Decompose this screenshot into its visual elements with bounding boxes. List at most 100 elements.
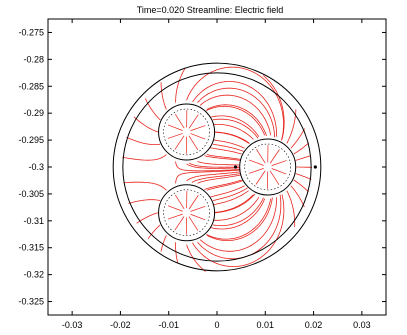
field-line xyxy=(206,197,273,241)
field-line xyxy=(186,171,241,182)
y-tick-label: -0.275 xyxy=(18,27,44,37)
field-line xyxy=(290,185,305,208)
field-line xyxy=(213,139,245,149)
boundaries xyxy=(112,62,322,272)
conductor-inner-line xyxy=(167,213,183,220)
x-axis: -0.03 -0.02 -0.01 0 0.01 0.02 0.03 xyxy=(62,19,371,330)
field-line xyxy=(212,118,259,139)
conductor-inner-dashed-circle xyxy=(163,189,210,237)
conductor-inner-line xyxy=(167,133,183,139)
conductor-inner-line xyxy=(188,216,199,231)
field-line xyxy=(213,131,249,144)
field-line xyxy=(206,180,244,191)
field-line xyxy=(192,194,285,267)
field-line xyxy=(197,161,240,166)
field-line xyxy=(191,173,240,183)
field-line xyxy=(209,147,242,155)
field-line xyxy=(290,128,305,149)
chart-title: Time=0.020 Streamline: Electric field xyxy=(137,5,283,15)
field-line xyxy=(197,194,282,260)
field-line xyxy=(128,199,161,204)
y-tick-label: -0.32 xyxy=(23,270,44,280)
field-line xyxy=(199,94,272,136)
field-line xyxy=(295,155,311,161)
conductor-inner-line xyxy=(174,194,185,210)
field-line xyxy=(175,161,240,172)
x-tick-label: 0.01 xyxy=(257,320,275,330)
conductor-inner-line xyxy=(248,168,264,174)
sheath-boundary-circle xyxy=(122,72,312,262)
y-tick-label: -0.325 xyxy=(18,297,44,307)
conductor-inner-line xyxy=(271,168,287,175)
field-line xyxy=(211,115,260,137)
field-line xyxy=(262,75,285,140)
field-line xyxy=(122,154,167,161)
y-tick-label: -0.315 xyxy=(18,243,44,253)
field-line xyxy=(197,174,242,184)
field-line xyxy=(206,104,267,137)
field-line xyxy=(293,142,310,155)
conductor-inner-line xyxy=(190,133,206,140)
field-line xyxy=(210,185,245,198)
y-tick-label: -0.28 xyxy=(23,54,44,64)
conductor-inner-line xyxy=(188,114,199,129)
conductor-inner-line xyxy=(269,149,280,164)
field-line xyxy=(212,187,248,201)
conductor-inner-line xyxy=(190,205,206,212)
conductor-inner-line xyxy=(256,148,266,164)
field-line xyxy=(133,116,159,133)
outer-boundary-circle xyxy=(112,62,322,272)
y-axis: -0.275 -0.28 -0.285 -0.29 -0.295 -0.3 -0.305 -0… xyxy=(18,27,386,307)
conductor-inner-line xyxy=(188,135,199,151)
field-line xyxy=(160,82,167,110)
conductor-inner-dashed-circle xyxy=(244,143,291,191)
y-tick-label: -0.285 xyxy=(18,81,44,91)
field-line xyxy=(295,173,312,180)
field-line xyxy=(213,124,254,140)
conductor-inner-line xyxy=(271,160,287,166)
field-line xyxy=(192,81,277,137)
field-line xyxy=(206,105,266,136)
conductor-inner-dashed-circle xyxy=(163,108,210,156)
x-tick-label: -0.03 xyxy=(62,320,83,330)
conductor-inner-line xyxy=(249,159,264,166)
conductor-inner-line xyxy=(190,125,206,131)
field-line xyxy=(215,193,256,214)
conductor-boundary-circle xyxy=(239,138,297,196)
field-line xyxy=(204,155,240,161)
field-lines xyxy=(122,66,312,272)
field-line xyxy=(186,66,284,141)
conductor-inner-line xyxy=(269,170,280,186)
conductor-inner-line xyxy=(255,170,266,185)
conductor-inner-line xyxy=(188,195,199,210)
conductor-inner-line xyxy=(174,135,185,150)
field-line xyxy=(160,235,167,252)
field-line xyxy=(210,198,266,230)
field-line xyxy=(175,242,179,264)
conductor-inner-line xyxy=(167,205,183,212)
field-line xyxy=(213,194,254,213)
field-line xyxy=(186,244,206,272)
field-line xyxy=(213,197,260,221)
field-line xyxy=(175,67,186,103)
y-tick-label: -0.295 xyxy=(18,135,44,145)
x-tick-label: -0.02 xyxy=(110,320,131,330)
conductor-inner-line xyxy=(174,113,185,129)
y-tick-label: -0.29 xyxy=(23,108,44,118)
conductor-boundary-circle xyxy=(158,103,216,161)
x-tick-label: 0 xyxy=(214,320,219,330)
field-line xyxy=(123,181,167,191)
field-line xyxy=(206,198,272,240)
field-line xyxy=(186,163,240,169)
field-line xyxy=(175,169,241,184)
field-line xyxy=(200,197,277,252)
field-line xyxy=(144,98,161,121)
x-tick-label: 0.03 xyxy=(353,320,371,330)
x-tick-label: -0.01 xyxy=(158,320,179,330)
field-line xyxy=(215,131,250,144)
x-tick-label: 0.02 xyxy=(305,320,323,330)
field-line xyxy=(197,87,276,138)
field-line xyxy=(212,143,244,152)
field-line xyxy=(206,154,242,160)
